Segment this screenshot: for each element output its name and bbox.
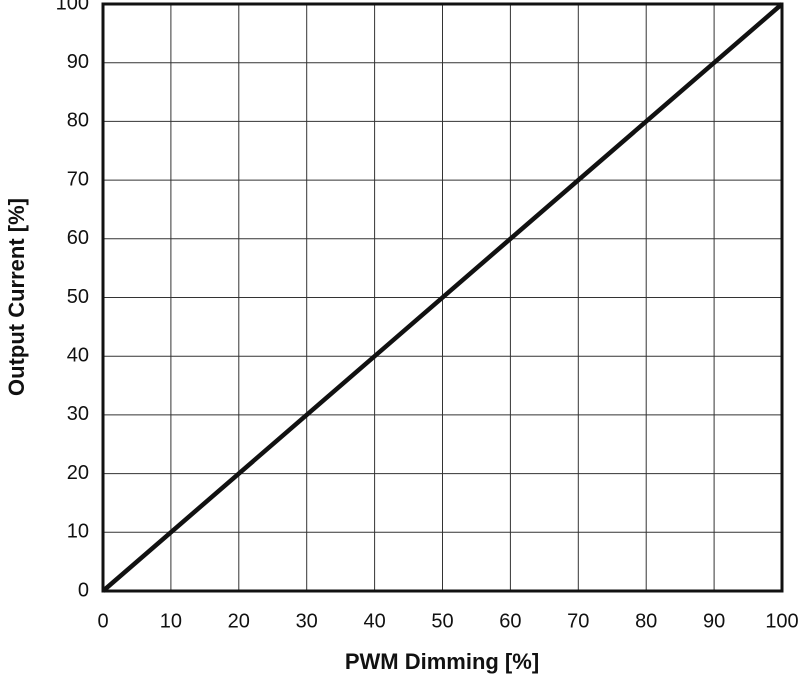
x-tick-label: 10 — [160, 610, 182, 632]
y-tick-label: 0 — [78, 579, 89, 601]
plot-frame — [101, 2, 784, 593]
data-line — [101, 2, 784, 593]
y-tick-label: 90 — [67, 51, 89, 73]
x-tick-label: 30 — [296, 610, 318, 632]
y-axis-title: Output Current [%] — [4, 198, 29, 396]
y-tick-label: 40 — [67, 344, 89, 366]
x-tick-label: 100 — [765, 610, 798, 632]
x-tick-label: 20 — [228, 610, 250, 632]
x-tick-label: 60 — [499, 610, 521, 632]
y-tick-label: 60 — [67, 227, 89, 249]
x-axis-title: PWM Dimming [%] — [345, 649, 539, 674]
y-tick-label: 50 — [67, 286, 89, 308]
y-tick-label: 100 — [56, 0, 89, 14]
y-tick-label: 10 — [67, 521, 89, 543]
x-tick-label: 90 — [703, 610, 725, 632]
y-tick-label: 80 — [67, 110, 89, 132]
y-tick-label: 20 — [67, 462, 89, 484]
x-tick-label: 50 — [431, 610, 453, 632]
y-tick-label: 70 — [67, 168, 89, 190]
x-tick-label: 0 — [97, 610, 108, 632]
x-tick-label: 70 — [567, 610, 589, 632]
x-tick-label: 80 — [635, 610, 657, 632]
x-tick-label: 40 — [363, 610, 385, 632]
y-tick-label: 30 — [67, 403, 89, 425]
